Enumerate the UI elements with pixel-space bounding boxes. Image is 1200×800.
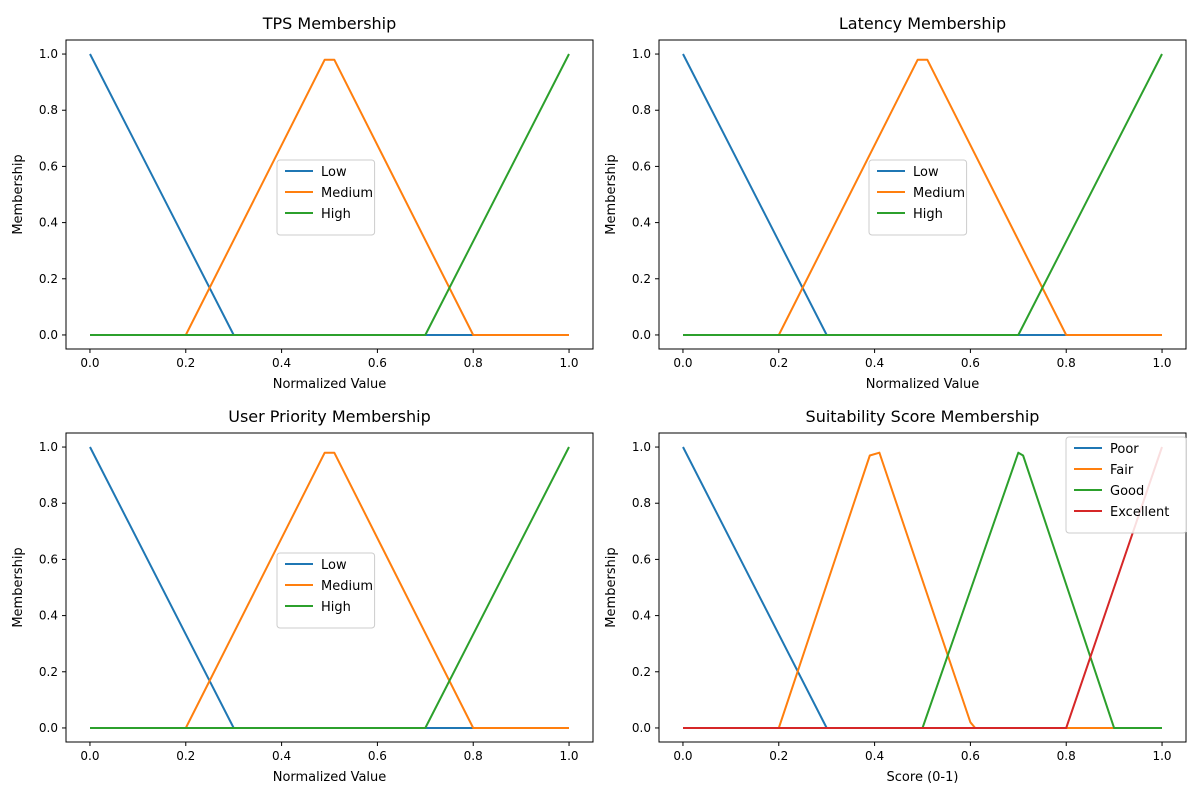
- x-tick-label: 1.0: [559, 749, 578, 763]
- legend-label: Low: [321, 558, 347, 573]
- y-tick-label: 1.0: [632, 440, 651, 454]
- y-tick-label: 0.0: [632, 328, 651, 342]
- y-tick-label: 0.6: [632, 552, 651, 566]
- y-tick-label: 0.8: [39, 496, 58, 510]
- legend-label: High: [913, 207, 943, 222]
- y-tick-label: 0.8: [632, 496, 651, 510]
- legend-label: High: [321, 207, 351, 222]
- x-axis-label: Normalized Value: [273, 770, 387, 785]
- x-tick-label: 0.4: [272, 749, 291, 763]
- x-axis-label: Normalized Value: [866, 377, 980, 392]
- legend-label: Low: [913, 165, 939, 180]
- x-tick-label: 0.2: [769, 356, 788, 370]
- y-tick-label: 0.6: [39, 159, 58, 173]
- legend-label: Low: [321, 165, 347, 180]
- legend-label: Good: [1110, 484, 1144, 499]
- legend-label: Medium: [913, 186, 965, 201]
- y-tick-label: 0.0: [39, 721, 58, 735]
- x-tick-label: 0.0: [80, 356, 99, 370]
- subplot-title: User Priority Membership: [228, 407, 430, 426]
- x-tick-label: 0.6: [368, 749, 387, 763]
- y-tick-label: 0.0: [39, 328, 58, 342]
- legend-label: Excellent: [1110, 505, 1169, 520]
- x-tick-label: 0.2: [176, 356, 195, 370]
- y-tick-label: 0.2: [39, 665, 58, 679]
- y-tick-label: 0.0: [632, 721, 651, 735]
- x-tick-label: 1.0: [559, 356, 578, 370]
- axes-frame: [658, 432, 1187, 743]
- y-tick-label: 0.4: [39, 216, 58, 230]
- y-tick-label: 1.0: [39, 47, 58, 61]
- x-tick-label: 0.8: [464, 749, 483, 763]
- axes-frame: [65, 432, 594, 743]
- y-tick-label: 0.2: [632, 665, 651, 679]
- x-tick-label: 0.4: [865, 356, 884, 370]
- x-tick-label: 0.6: [368, 356, 387, 370]
- x-tick-label: 0.0: [80, 749, 99, 763]
- subplot-3: 0.0 0.2 0.4 0.6 0.8 1.0 0.0 0.2 0.4 0.6 0.8 1.0 User…: [11, 407, 594, 785]
- x-tick-label: 0.0: [673, 749, 692, 763]
- y-axis-label: Membership: [604, 547, 619, 627]
- axes-frame: [658, 39, 1187, 350]
- y-tick-label: 0.8: [39, 103, 58, 117]
- legend: Poor Fair Good Excellent: [1065, 436, 1187, 534]
- y-tick-label: 0.8: [632, 103, 651, 117]
- y-tick-label: 0.4: [39, 609, 58, 623]
- legend-box: [868, 159, 968, 236]
- y-axis-label: Membership: [11, 547, 26, 627]
- y-tick-label: 0.6: [632, 159, 651, 173]
- legend: Low Medium High: [276, 159, 376, 236]
- x-tick-label: 1.0: [1152, 749, 1171, 763]
- subplot-4: 0.0 0.2 0.4 0.6 0.8 1.0 0.0 0.2 0.4 0.6 0.8 1.0 Suit…: [604, 407, 1187, 785]
- x-tick-label: 0.6: [961, 356, 980, 370]
- legend-box: [276, 159, 376, 236]
- x-tick-label: 0.8: [1057, 749, 1076, 763]
- legend-label: High: [321, 600, 351, 615]
- x-tick-label: 0.2: [176, 749, 195, 763]
- x-axis-label: Normalized Value: [273, 377, 387, 392]
- legend: Low Medium High: [868, 159, 968, 236]
- series-line-excellent: [683, 446, 1163, 729]
- x-axis-label: Score (0-1): [887, 770, 959, 785]
- axes-frame: [65, 39, 594, 350]
- series-line-high: [90, 446, 570, 729]
- series-line-high: [90, 53, 570, 336]
- y-tick-label: 1.0: [39, 440, 58, 454]
- x-tick-label: 0.0: [673, 356, 692, 370]
- y-tick-label: 0.6: [39, 552, 58, 566]
- series-line-high: [683, 53, 1163, 336]
- y-tick-label: 0.4: [632, 609, 651, 623]
- x-tick-label: 0.2: [769, 749, 788, 763]
- x-tick-label: 0.4: [272, 356, 291, 370]
- subplot-title: Suitability Score Membership: [806, 407, 1040, 426]
- x-tick-label: 1.0: [1152, 356, 1171, 370]
- x-tick-label: 0.6: [961, 749, 980, 763]
- legend-box: [1065, 436, 1187, 534]
- y-axis-label: Membership: [11, 154, 26, 234]
- subplot-title: Latency Membership: [839, 14, 1006, 33]
- x-tick-label: 0.4: [865, 749, 884, 763]
- legend-label: Fair: [1110, 463, 1134, 478]
- legend-label: Medium: [321, 579, 373, 594]
- legend-label: Medium: [321, 186, 373, 201]
- y-axis-label: Membership: [604, 154, 619, 234]
- legend-box: [276, 552, 376, 629]
- legend: Low Medium High: [276, 552, 376, 629]
- subplot-title: TPS Membership: [262, 14, 397, 33]
- x-tick-label: 0.8: [1057, 356, 1076, 370]
- legend-label: Poor: [1110, 442, 1139, 457]
- y-tick-label: 0.2: [39, 272, 58, 286]
- y-tick-label: 1.0: [632, 47, 651, 61]
- x-tick-label: 0.8: [464, 356, 483, 370]
- y-tick-label: 0.4: [632, 216, 651, 230]
- y-tick-label: 0.2: [632, 272, 651, 286]
- subplot-1: 0.0 0.2 0.4 0.6 0.8 1.0 0.0 0.2 0.4 0.6 0.8 1.0 TPS …: [11, 14, 594, 392]
- subplot-2: 0.0 0.2 0.4 0.6 0.8 1.0 0.0 0.2 0.4 0.6 0.8 1.0 Late…: [604, 14, 1187, 392]
